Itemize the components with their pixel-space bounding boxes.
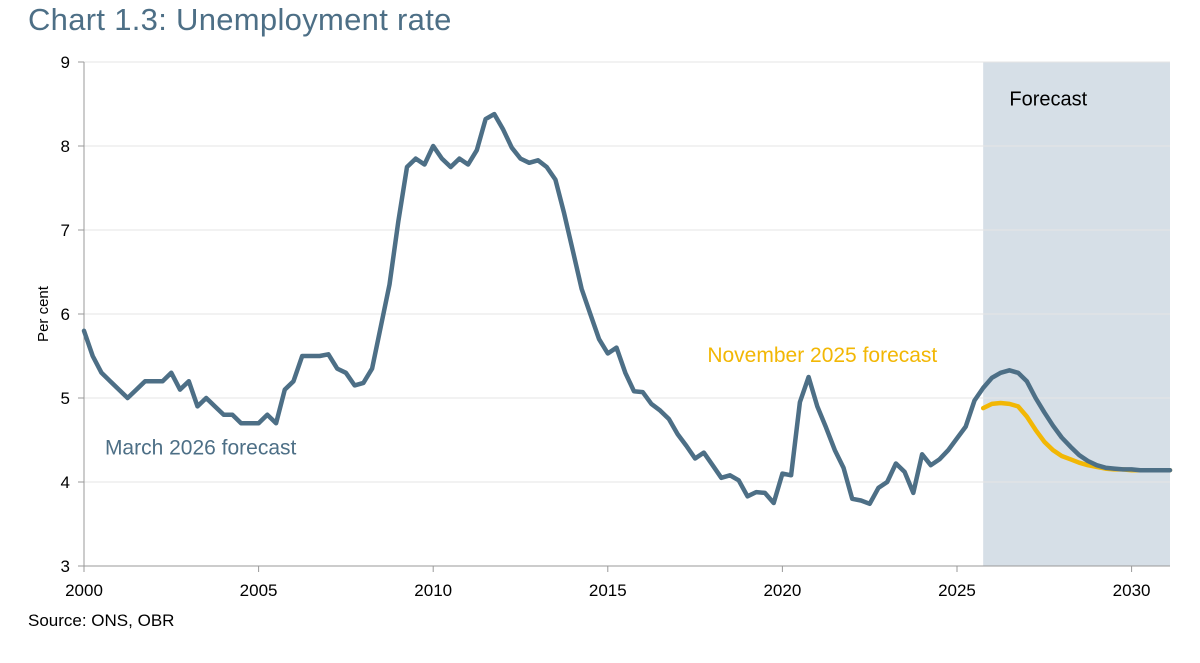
annotation-label: Forecast [1009,89,1087,111]
x-axis-ticks: 2000 2005 2010 2015 2020 2025 2030 [65,566,1151,600]
x-tick-label: 2000 [65,581,103,600]
y-tick-label: 7 [61,221,70,240]
y-tick-label: 9 [61,53,70,72]
series-line-march-2026-forecast [81,111,1173,507]
y-axis-ticks: 3 4 5 6 7 8 9 [61,53,84,576]
chart-title: Chart 1.3: Unemployment rate [28,2,452,37]
chart-source: Source: ONS, OBR [28,611,175,630]
annotation-label: November 2025 forecast [707,344,937,367]
y-tick-label: 3 [61,557,70,576]
y-tick-label: 5 [61,389,70,408]
x-tick-label: 2010 [414,581,452,600]
x-tick-label: 2020 [763,581,801,600]
y-tick-label: 6 [61,305,70,324]
y-tick-label: 8 [61,137,70,156]
x-tick-label: 2025 [938,581,976,600]
y-axis-label: Per cent [35,285,52,342]
x-tick-label: 2015 [589,581,627,600]
annotations: March 2026 forecast November 2025 forecas… [105,89,1088,460]
y-tick-label: 4 [61,473,70,492]
x-tick-label: 2005 [240,581,278,600]
annotation-label: March 2026 forecast [105,436,297,459]
gridlines [84,61,1170,483]
x-tick-label: 2030 [1113,581,1151,600]
series-lines [81,111,1173,507]
